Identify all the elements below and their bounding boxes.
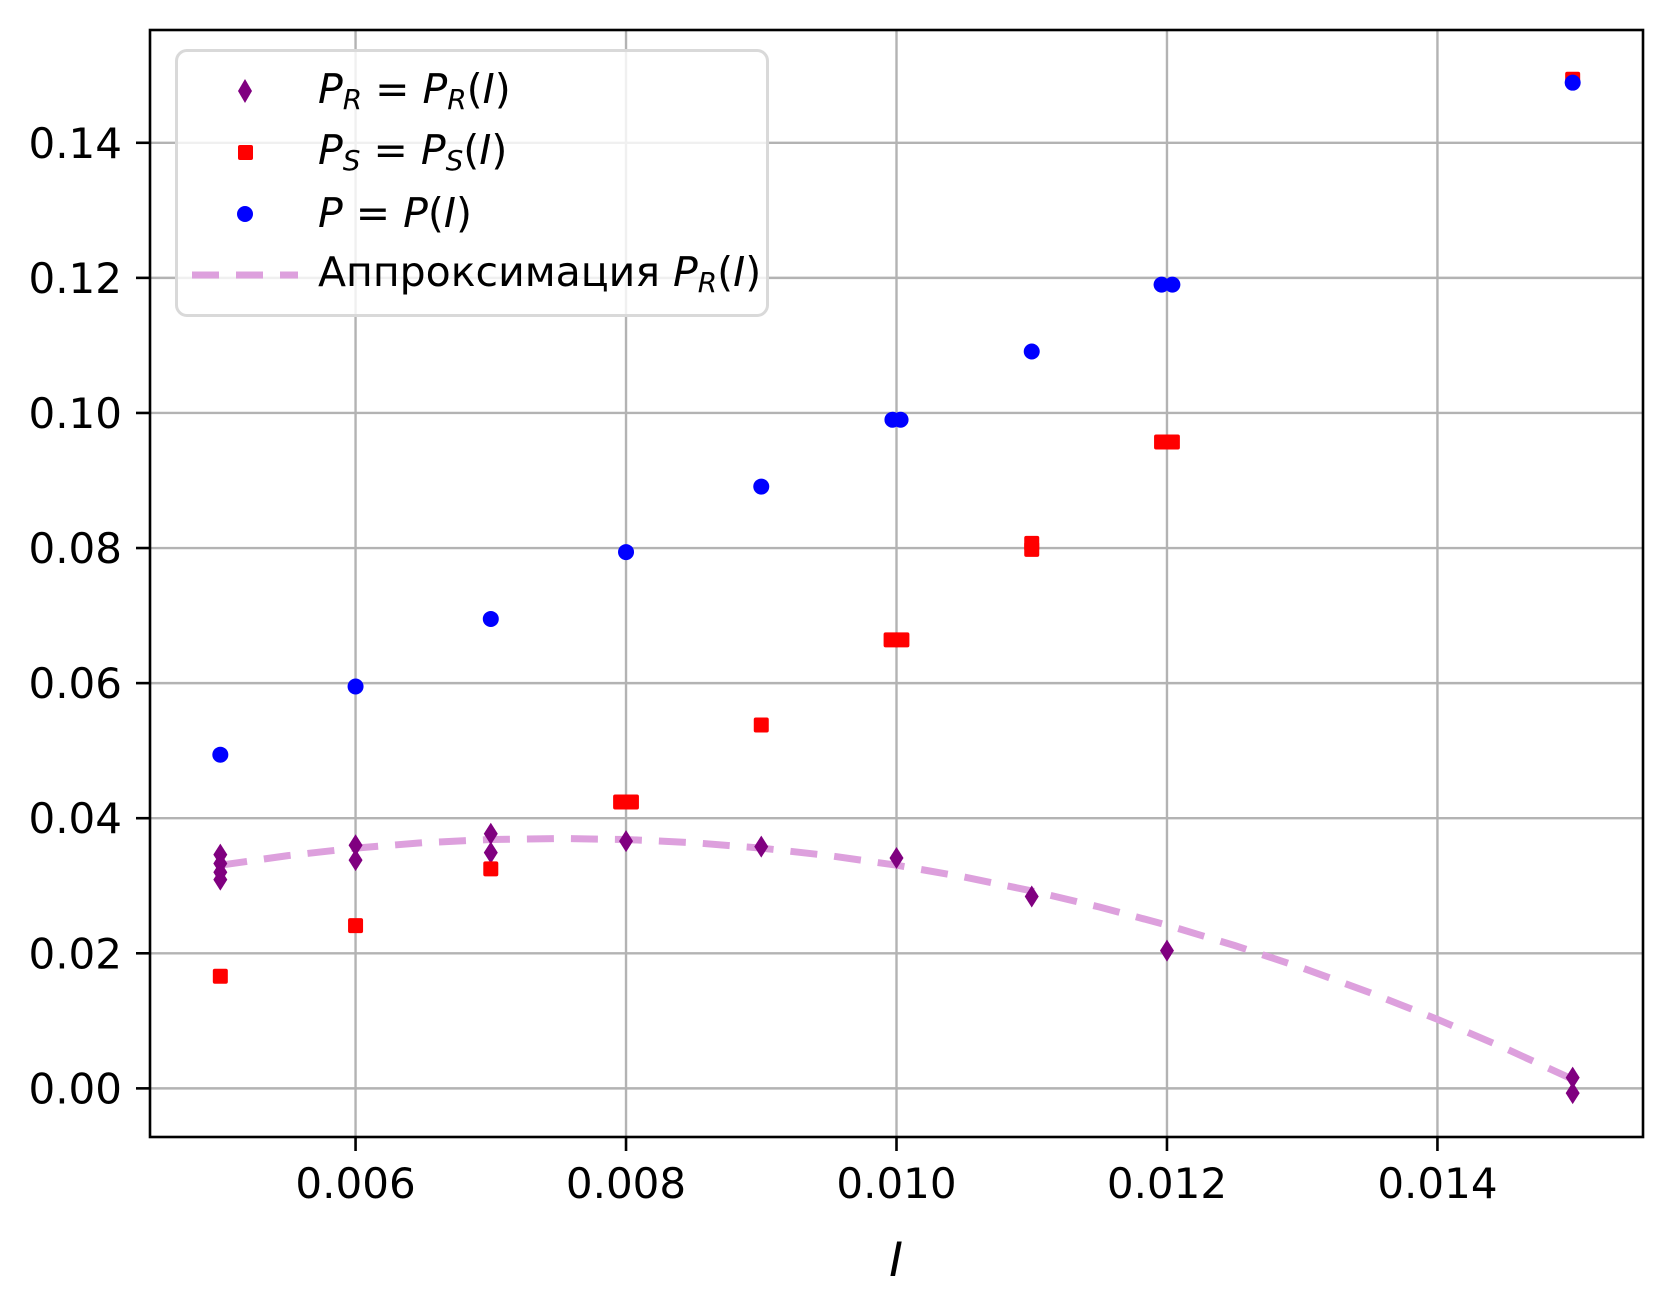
y-tick-label: 0.04 xyxy=(28,794,122,843)
legend-label-approx_P_R: Аппроксимация PR(I) xyxy=(318,248,762,300)
data-point-P_S xyxy=(1024,541,1040,557)
data-point-P_R xyxy=(213,868,228,891)
data-point-P_R xyxy=(483,841,498,864)
x-tick-label: 0.006 xyxy=(295,1159,415,1208)
data-point-P xyxy=(482,610,499,627)
legend-item-P: P = P(I) xyxy=(188,185,766,243)
data-point-P_S xyxy=(483,861,499,877)
legend-item-P_S: PS = PS(I) xyxy=(188,123,766,181)
dashed-line-icon xyxy=(188,257,302,293)
data-point-P_R xyxy=(348,834,363,857)
x-tick-label: 0.012 xyxy=(1107,1159,1227,1208)
data-point-P_R xyxy=(483,822,498,845)
data-point-P xyxy=(347,678,364,695)
legend-label-P_S: PS = PS(I) xyxy=(318,125,508,177)
data-point-P_R xyxy=(1159,939,1174,962)
legend-item-approx_P_R: Аппроксимация PR(I) xyxy=(188,246,766,304)
data-point-P xyxy=(618,544,635,561)
data-point-P xyxy=(1164,276,1181,293)
y-tick-label: 0.00 xyxy=(28,1064,122,1113)
square-icon xyxy=(188,134,302,170)
x-tick-label: 0.008 xyxy=(566,1159,686,1208)
y-tick-label: 0.08 xyxy=(28,524,122,573)
y-tick-label: 0.12 xyxy=(28,254,122,303)
y-tick-label: 0.06 xyxy=(28,659,122,708)
data-point-P xyxy=(892,411,909,428)
y-tick-label: 0.14 xyxy=(28,119,122,168)
x-axis-label: I xyxy=(889,1233,903,1288)
data-point-P_S xyxy=(348,918,364,934)
x-tick-label: 0.010 xyxy=(836,1159,956,1208)
x-tick-label: 0.014 xyxy=(1377,1159,1497,1208)
data-point-P xyxy=(1023,343,1040,360)
y-tick-label: 0.10 xyxy=(28,389,122,438)
data-point-P xyxy=(753,478,770,495)
legend-item-P_R: PR = PR(I) xyxy=(188,62,766,120)
data-point-P_R xyxy=(348,849,363,872)
legend-label-P: P = P(I) xyxy=(318,189,472,238)
data-point-P_R xyxy=(1024,885,1039,908)
legend-label-P_R: PR = PR(I) xyxy=(318,64,511,116)
circle-icon xyxy=(188,196,302,232)
data-point-P_S xyxy=(894,632,910,648)
data-point-P_R xyxy=(1565,1082,1580,1105)
data-point-P_R xyxy=(619,830,634,853)
data-point-P xyxy=(1564,74,1581,91)
data-point-P_S xyxy=(623,794,639,810)
legend: PR = PR(I) PS = PS(I) P = P(I) Аппроксимаци… xyxy=(175,49,769,317)
thin-diamond-icon xyxy=(188,73,302,109)
data-point-P_R xyxy=(1565,1066,1580,1089)
data-point-P_R xyxy=(889,847,904,870)
y-tick-label: 0.02 xyxy=(28,929,122,978)
data-point-P_R xyxy=(754,835,769,858)
data-point-P xyxy=(212,746,229,763)
data-point-P_S xyxy=(212,968,228,984)
data-point-P_S xyxy=(1164,434,1180,450)
data-point-P_S xyxy=(753,717,769,733)
